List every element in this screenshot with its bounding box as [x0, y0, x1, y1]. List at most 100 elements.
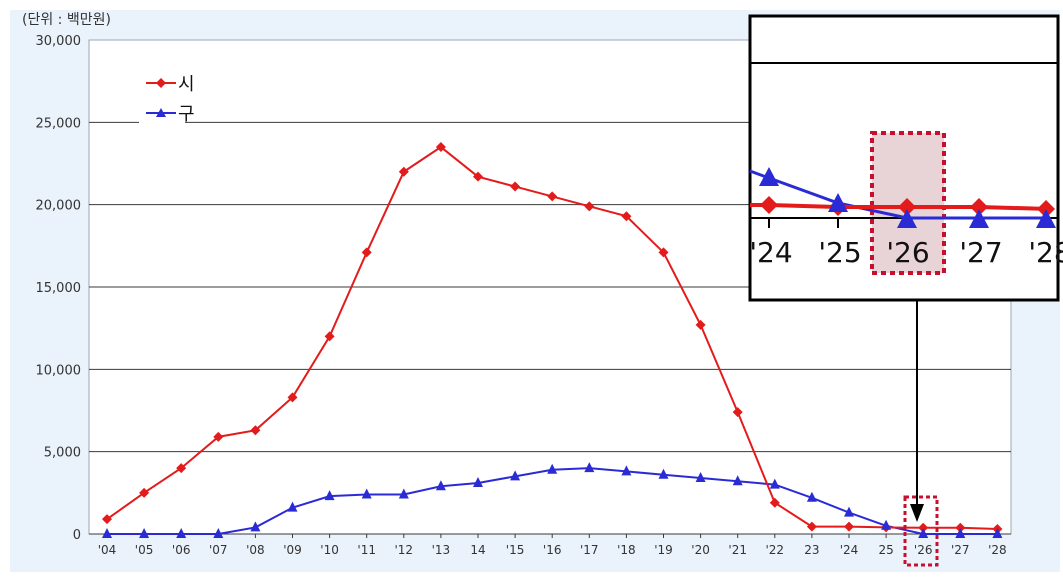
y-tick-labels: 30,000 25,000 20,000 15,000 10,000 5,000 0	[36, 34, 82, 543]
x-tick-label: '06	[172, 543, 191, 557]
y-tick-label: 0	[73, 528, 81, 543]
inset-x-label: '24	[749, 236, 792, 269]
x-tick-label: '11	[357, 543, 376, 557]
data-point	[139, 528, 150, 538]
x-tick-label: '13	[432, 543, 451, 557]
x-tick-label: '26	[914, 543, 933, 557]
inset-x-label: '26	[886, 236, 929, 269]
data-point	[881, 519, 892, 530]
data-point	[918, 522, 929, 533]
data-point	[844, 521, 854, 532]
x-tick-label: '04	[98, 543, 117, 557]
data-point	[621, 211, 632, 222]
x-tick-label: '28	[988, 543, 1007, 557]
x-tick-label: 14	[470, 543, 485, 557]
data-point	[769, 478, 780, 489]
data-point	[361, 247, 372, 258]
data-point	[473, 476, 483, 487]
x-tick-label: '22	[766, 543, 785, 557]
highlight-box-main	[903, 495, 939, 567]
data-point	[139, 487, 150, 498]
data-point	[213, 431, 224, 442]
x-tick-labels: '04 '05 '06 '07 '08 '09 '10 '11 '12 '13 14 '15 '16 '1…	[98, 534, 1007, 557]
x-tick-label: '08	[246, 543, 265, 557]
data-point	[806, 521, 817, 532]
data-point	[176, 528, 187, 538]
data-point	[732, 407, 743, 418]
data-point	[584, 201, 595, 212]
legend-label-si: 시	[178, 74, 195, 95]
x-tick-label: '21	[728, 543, 747, 557]
data-point	[695, 319, 706, 330]
inset-marker-gu	[759, 167, 779, 186]
x-tick-label: '19	[654, 543, 673, 557]
y-tick-label: 25,000	[36, 116, 82, 131]
data-point	[547, 191, 558, 202]
y-tick-label: 10,000	[36, 363, 82, 378]
inset-marker-gu	[1036, 209, 1056, 228]
inset-marker-gu	[969, 209, 989, 228]
data-point	[398, 166, 409, 177]
x-tick-label: '16	[543, 543, 562, 557]
data-point	[398, 488, 409, 499]
data-point	[584, 462, 595, 473]
data-point	[732, 475, 743, 486]
data-point	[621, 465, 632, 476]
legend-marker-si	[156, 78, 166, 88]
y-tick-label: 30,000	[36, 34, 82, 49]
data-point	[918, 528, 929, 538]
y-tick-label: 15,000	[36, 281, 82, 296]
inset-x-label: '27	[959, 236, 1002, 269]
data-point	[435, 480, 446, 491]
x-tick-label: '07	[209, 543, 228, 557]
x-tick-label: '09	[283, 543, 302, 557]
callout-arrow-head	[910, 504, 924, 522]
data-point	[287, 392, 298, 403]
zoom-inset: '24 '25 '26 '27 '28	[748, 14, 1063, 302]
data-point	[250, 521, 261, 532]
data-point	[510, 181, 521, 192]
x-tick-label: '17	[580, 543, 599, 557]
data-point	[287, 501, 298, 512]
series-markers	[102, 142, 1003, 538]
data-point	[473, 171, 483, 182]
x-tick-label: '20	[691, 543, 710, 557]
data-point	[806, 491, 817, 502]
legend-label-gu: 구	[178, 104, 195, 125]
inset-x-label: '25	[818, 236, 861, 269]
data-point	[176, 463, 187, 474]
x-tick-label: 23	[804, 543, 819, 557]
data-point	[992, 528, 1003, 538]
data-point	[547, 463, 558, 474]
y-tick-label: 20,000	[36, 199, 82, 214]
inset-marker-si	[970, 198, 988, 216]
data-point	[955, 522, 966, 533]
x-tick-label: 25	[878, 543, 893, 557]
inset-marker-si	[760, 196, 778, 214]
data-point	[769, 497, 780, 508]
x-tick-label: '18	[617, 543, 636, 557]
data-point	[102, 528, 112, 538]
data-point	[844, 506, 854, 517]
data-point	[213, 528, 224, 538]
data-point	[250, 425, 261, 436]
unit-label: (단위 : 백만원)	[22, 12, 111, 28]
legend-marker-gu	[156, 108, 166, 117]
data-point	[695, 472, 706, 483]
x-tick-label: '24	[840, 543, 859, 557]
x-tick-label: '12	[395, 543, 414, 557]
x-tick-label: '27	[951, 543, 970, 557]
legend-box	[139, 68, 185, 128]
legend: 시 구	[139, 68, 195, 128]
x-tick-label: '10	[320, 543, 339, 557]
x-tick-label: '05	[135, 543, 154, 557]
inset-x-label: '28	[1028, 236, 1063, 269]
data-point	[324, 490, 335, 501]
inset-marker-si	[898, 198, 916, 216]
data-point	[510, 470, 521, 481]
y-tick-label: 5,000	[44, 446, 81, 461]
data-point	[955, 528, 966, 538]
data-point	[102, 514, 112, 525]
